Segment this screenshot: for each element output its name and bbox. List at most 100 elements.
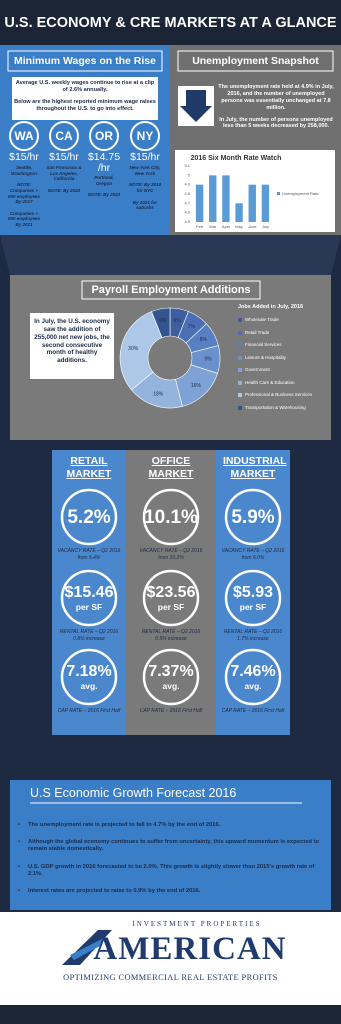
y-tick-label: 5 xyxy=(188,172,191,177)
bullet-text: Although the global economy continues to… xyxy=(28,839,320,853)
slice-label: 9% xyxy=(204,357,212,363)
state-abbr: NY xyxy=(137,129,154,143)
slice-label: 18% xyxy=(153,391,164,397)
note: NOTE: By 2022 xyxy=(87,192,121,198)
metric-unit: per SF xyxy=(75,602,103,612)
bullet-dot: • xyxy=(18,863,21,870)
metric-value: 10.1% xyxy=(144,507,198,528)
state-notes: Portland, Oregon NOTE: By 2022 xyxy=(86,175,122,204)
title-box xyxy=(177,50,334,72)
metric-unit: per SF xyxy=(157,602,185,612)
legend-swatch xyxy=(238,318,242,322)
metric-circle xyxy=(224,569,282,627)
page-title: U.S. ECONOMY & CRE MARKETS AT A GLANCE xyxy=(4,15,337,31)
location: New York City, New York xyxy=(129,165,161,176)
intro-text: Average U.S. weekly wages continue to ri… xyxy=(14,80,156,118)
section-title: Unemployment Snapshot xyxy=(192,55,319,67)
down-arrow xyxy=(180,90,212,122)
metric-label: VACANCY RATE – Q2 2016 xyxy=(57,548,121,554)
metric-circle xyxy=(60,648,118,706)
legend-swatch xyxy=(238,380,242,385)
metric-value: 5.2% xyxy=(67,507,111,528)
note: NOTE: By 2018 for NYC xyxy=(128,182,162,193)
metric-value: 7.37% xyxy=(148,663,194,680)
section-title: Payroll Employment Additions xyxy=(91,284,251,296)
bullet-list: • The unemployment rate is projected to f… xyxy=(16,822,326,905)
legend-label: Unemployment Rate xyxy=(282,191,319,196)
note: NOTE: Companies > 500 employees By 2017 xyxy=(7,182,41,205)
bullet: • U.S. GDP growth in 2016 forecasted to b… xyxy=(16,864,326,878)
market-name: INDUSTRIAL MARKET xyxy=(223,455,287,481)
legend-label: Wholesale Trade xyxy=(245,317,279,322)
metric-circle xyxy=(142,569,200,627)
wage: $14.75 xyxy=(87,151,121,163)
state-circle xyxy=(89,121,119,151)
slice-label: 6% xyxy=(159,318,167,324)
logo-swoosh xyxy=(70,938,104,960)
metric-circle xyxy=(60,569,118,627)
bar xyxy=(261,184,270,222)
metric-label: RENTAL RATE – Q2 2016 xyxy=(141,629,201,635)
x-tick-label: Mar xyxy=(209,224,217,229)
bar xyxy=(222,175,230,222)
location: San Francisco & Los Angeles, California xyxy=(46,165,82,182)
metric-label: CAP RATE – 2016 First Half xyxy=(139,708,203,714)
location: Portland, Oregon xyxy=(94,175,114,186)
state-abbr: WA xyxy=(14,129,34,143)
note: By 2021 for suburbs xyxy=(132,199,158,211)
market-column xyxy=(126,450,216,735)
metric-label: RENTAL RATE – Q2 2016 xyxy=(223,629,283,635)
title-box xyxy=(7,50,163,72)
metric-circle xyxy=(142,648,200,706)
legend-swatch xyxy=(238,343,242,347)
metric-label: RENTAL RATE – Q2 2016 xyxy=(59,629,119,635)
legend-label: Retail Trade xyxy=(245,329,270,335)
legend-swatch xyxy=(238,355,242,360)
x-tick-label: June xyxy=(248,224,257,229)
bar xyxy=(195,184,204,222)
paragraph: The unemployment rate held at 4.9% in Ju… xyxy=(218,84,334,111)
note: NOTE: By 2022 xyxy=(47,187,81,193)
state-circle xyxy=(130,121,160,151)
state-notes: San Francisco & Los Angeles, California N… xyxy=(46,165,82,200)
metric-circle xyxy=(60,488,118,546)
bullet-dot: • xyxy=(18,888,21,895)
wage: /hr xyxy=(97,162,111,174)
paragraph: In July, the number of persons unemploye… xyxy=(219,116,333,130)
metric-unit: avg. xyxy=(162,681,180,691)
wages-panel xyxy=(0,45,170,235)
footer xyxy=(0,912,341,1005)
metric-circle xyxy=(142,488,200,546)
bullet-dot: • xyxy=(18,822,21,828)
bullet-text: Interest rates are projected to raise to… xyxy=(28,888,201,895)
metric-label: VACANCY RATE – Q2 2016 xyxy=(139,548,203,554)
bar xyxy=(235,203,243,222)
x-tick-label: July xyxy=(262,224,269,229)
legend-label: Health Care & Education xyxy=(245,379,295,385)
metric-value: 5.9% xyxy=(231,507,275,528)
legend-label: Professional & Business Services xyxy=(245,392,313,397)
slice-label: 8% xyxy=(200,337,208,343)
state-circle xyxy=(9,121,39,151)
forecast-panel xyxy=(10,780,331,910)
bullet-text: The unemployment rate is projected to fa… xyxy=(28,822,221,828)
legend-swatch xyxy=(238,393,242,397)
tagline: OPTIMIZING COMMERCIAL REAL ESTATE PROFIT… xyxy=(63,973,278,982)
metric-label: CAP RATE – 2016 First Half xyxy=(57,708,121,714)
section-title: U.S Economic Growth Forecast 2016 xyxy=(30,786,237,800)
legend-label: Government xyxy=(245,367,270,372)
location: Seattle, Washington xyxy=(11,165,37,176)
legend-label: Financial Services xyxy=(245,342,282,347)
legend-label: Transportation & Warehousing xyxy=(245,404,306,410)
wage: $15/hr xyxy=(130,151,160,163)
bottom-bar xyxy=(0,1005,341,1024)
metric-value: $5.93 xyxy=(232,584,274,601)
y-tick-label: 4.7 xyxy=(184,200,190,205)
metric-circle xyxy=(224,648,282,706)
slice-label: 6% xyxy=(174,318,182,324)
metric-unit: avg. xyxy=(80,681,98,691)
x-tick-label: May xyxy=(235,224,243,229)
y-tick-label: 4.5 xyxy=(184,219,190,224)
